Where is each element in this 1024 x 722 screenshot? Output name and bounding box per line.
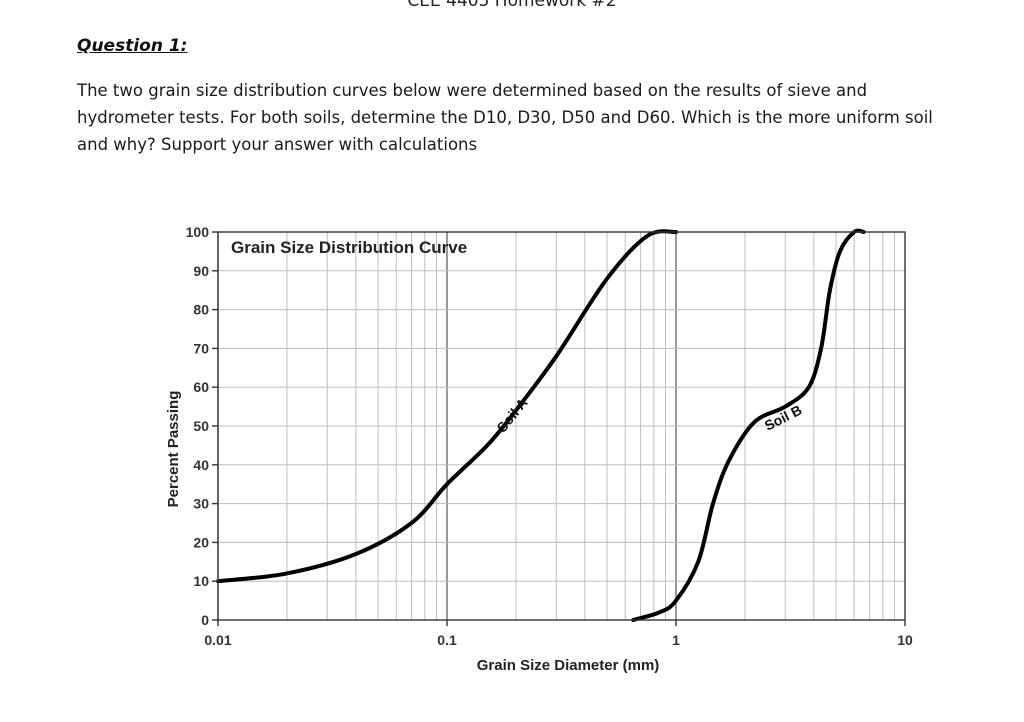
x-tick-label: 0.1	[437, 632, 457, 648]
y-tick-label: 40	[193, 457, 209, 473]
y-axis: 0 10 20 30 40 50 60 70 80 90 100	[186, 224, 218, 628]
y-tick-label: 90	[193, 263, 209, 279]
y-tick-label: 80	[193, 302, 209, 318]
x-tick-label: 10	[897, 632, 913, 648]
y-tick-label: 0	[201, 612, 209, 628]
question-heading: Question 1:	[77, 36, 188, 56]
y-tick-label: 100	[186, 224, 210, 240]
y-tick-label: 30	[193, 496, 209, 512]
soil-a-label: Soil A	[493, 395, 530, 435]
y-tick-label: 50	[193, 418, 209, 434]
y-axis-title: Percent Passing	[165, 391, 182, 508]
chart-grid	[217, 231, 905, 621]
soil-a-curve	[216, 229, 678, 584]
x-axis: 0.01 0.1 1 10	[204, 620, 913, 648]
question-text: The two grain size distribution curves b…	[77, 81, 933, 154]
x-tick-label: 0.01	[204, 632, 231, 648]
soil-b-curve	[631, 228, 866, 622]
y-tick-label: 60	[193, 379, 209, 395]
curve-labels: Soil A Soil B	[493, 395, 804, 435]
y-tick-label: 20	[193, 534, 209, 550]
chart-title: Grain Size Distribution Curve	[231, 238, 467, 257]
document-header: CEE 4405 Homework #2	[407, 0, 617, 11]
y-tick-label: 10	[193, 573, 209, 589]
y-tick-label: 70	[193, 340, 209, 356]
x-axis-title: Grain Size Diameter (mm)	[477, 657, 660, 674]
x-tick-label: 1	[672, 632, 680, 648]
chart-curves	[216, 228, 866, 622]
